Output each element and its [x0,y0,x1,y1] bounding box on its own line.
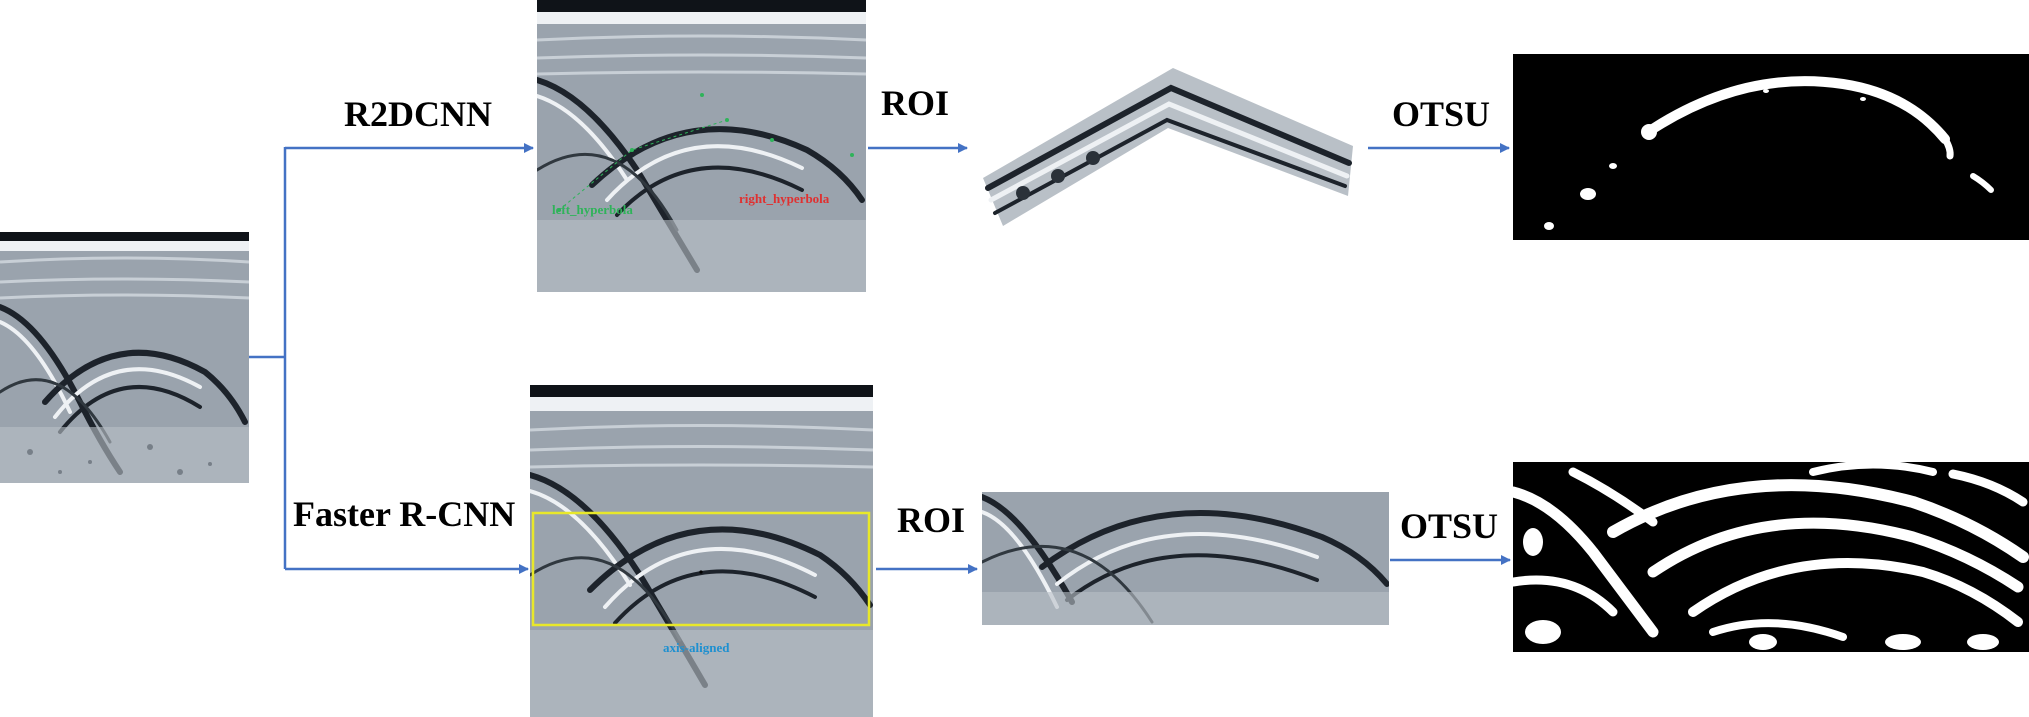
faster-rcnn-otsu-binary-image [1513,462,2029,652]
r2dcnn-detection-image: left_hyperbola right_hyperbola [537,0,866,292]
r2dcnn-otsu-binary-image [1513,54,2029,240]
faster-rcnn-detection-image: axis-aligned [530,385,873,717]
input-radar-image [0,232,249,483]
roi-bottom-label: ROI [897,500,966,540]
axis-aligned-annotation: axis-aligned [663,640,730,655]
roi-top-label: ROI [881,83,950,123]
left-hyperbola-annotation: left_hyperbola [552,202,633,217]
right-hyperbola-annotation: right_hyperbola [739,191,830,206]
axis-aligned-bounding-box [531,511,871,627]
otsu-bottom-label: OTSU [1400,506,1499,546]
r2dcnn-roi-image [983,68,1353,226]
r2dcnn-label: R2DCNN [344,94,492,134]
otsu-top-label: OTSU [1392,94,1491,134]
faster-rcnn-label: Faster R-CNN [293,494,516,534]
faster-rcnn-roi-image [982,492,1389,625]
